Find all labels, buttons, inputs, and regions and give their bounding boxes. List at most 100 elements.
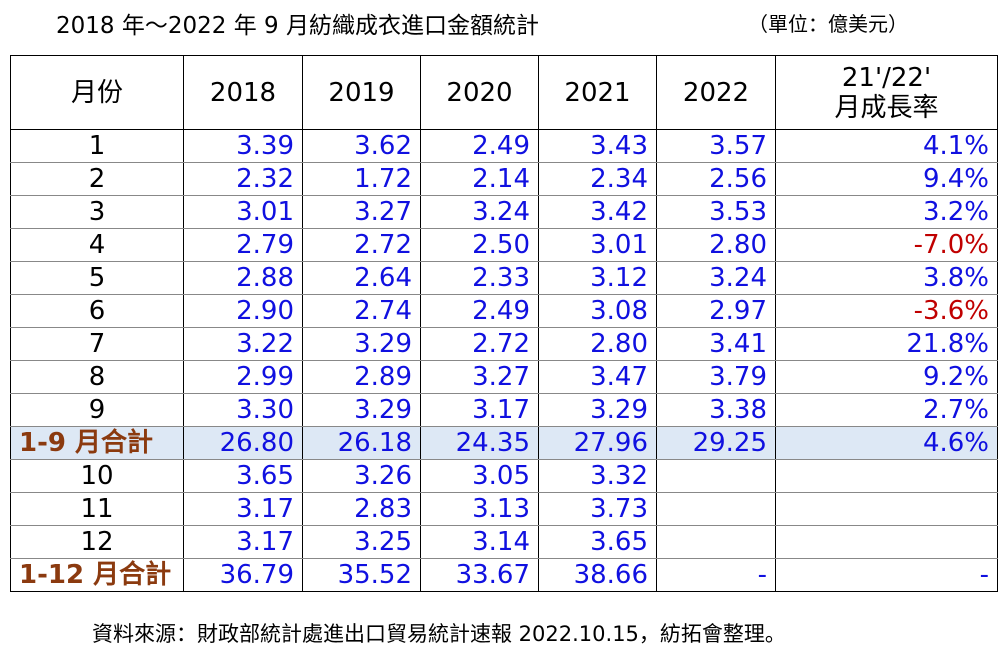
- column-header: 2020: [420, 55, 539, 130]
- header-row: 月份 2018 2019 2020 2021 2022 21'/22' 月成長率: [10, 55, 998, 130]
- month-row: 11 3.17 2.83 3.13 3.73: [10, 492, 998, 526]
- row-label: 3: [10, 195, 184, 229]
- month-row: 8 2.99 2.89 3.27 3.47 3.79 9.2%: [10, 360, 998, 394]
- cell: 3.65: [538, 525, 657, 559]
- table-body: 1 3.39 3.62 2.49 3.43 3.57 4.1% 2 2.32 1.72 2.14 2.…: [10, 129, 998, 592]
- cell: 2.99: [183, 360, 303, 394]
- cell: 9.2%: [775, 360, 998, 394]
- cell: 3.57: [656, 129, 776, 163]
- row-label: 12: [10, 525, 184, 559]
- cell: 3.42: [538, 195, 657, 229]
- cell: 1.72: [302, 162, 421, 196]
- cell: 2.64: [302, 261, 421, 295]
- cell: 33.67: [420, 558, 539, 592]
- cell: 3.47: [538, 360, 657, 394]
- cell: 3.05: [420, 459, 539, 493]
- month-row: 3 3.01 3.27 3.24 3.42 3.53 3.2%: [10, 195, 998, 229]
- cell: 27.96: [538, 426, 657, 460]
- empty-cell: [775, 525, 998, 559]
- cell: 3.13: [420, 492, 539, 526]
- column-header-line: 21'/22': [841, 62, 932, 93]
- cell: 3.26: [302, 459, 421, 493]
- cell: -: [775, 558, 998, 592]
- month-row: 4 2.79 2.72 2.50 3.01 2.80 -7.0%: [10, 228, 998, 262]
- empty-cell: [656, 525, 776, 559]
- cell: 2.74: [302, 294, 421, 328]
- cell: -7.0%: [775, 228, 998, 262]
- row-label: 6: [10, 294, 184, 328]
- cell: 2.88: [183, 261, 303, 295]
- cell: 3.08: [538, 294, 657, 328]
- month-row: 1 3.39 3.62 2.49 3.43 3.57 4.1%: [10, 129, 998, 163]
- total-row: 1-9 月合計 26.80 26.18 24.35 27.96 29.25 4.6%: [10, 426, 998, 460]
- cell: 2.34: [538, 162, 657, 196]
- cell: 2.80: [538, 327, 657, 361]
- cell: 3.29: [302, 327, 421, 361]
- cell: 3.53: [656, 195, 776, 229]
- cell: 2.49: [420, 129, 539, 163]
- row-label: 4: [10, 228, 184, 262]
- empty-cell: [775, 492, 998, 526]
- row-label: 8: [10, 360, 184, 394]
- cell: 3.62: [302, 129, 421, 163]
- cell: 3.29: [538, 393, 657, 427]
- cell: 3.38: [656, 393, 776, 427]
- row-label: 10: [10, 459, 184, 493]
- cell: 9.4%: [775, 162, 998, 196]
- cell: 3.17: [183, 525, 303, 559]
- cell: 2.83: [302, 492, 421, 526]
- month-row: 5 2.88 2.64 2.33 3.12 3.24 3.8%: [10, 261, 998, 295]
- cell: 2.56: [656, 162, 776, 196]
- cell: 2.89: [302, 360, 421, 394]
- unit: （單位：億美元）: [748, 12, 908, 36]
- column-header: 21'/22' 月成長率: [775, 55, 998, 130]
- cell: 3.17: [183, 492, 303, 526]
- cell: 26.18: [302, 426, 421, 460]
- cell: 3.32: [538, 459, 657, 493]
- cell: 3.79: [656, 360, 776, 394]
- cell: -3.6%: [775, 294, 998, 328]
- cell: 21.8%: [775, 327, 998, 361]
- column-header-line: 月成長率: [834, 92, 939, 123]
- month-row: 10 3.65 3.26 3.05 3.32: [10, 459, 998, 493]
- cell: 2.72: [302, 228, 421, 262]
- cell: 3.65: [183, 459, 303, 493]
- cell: 2.90: [183, 294, 303, 328]
- cell: 35.52: [302, 558, 421, 592]
- cell: 2.32: [183, 162, 303, 196]
- cell: 3.29: [302, 393, 421, 427]
- cell: 3.30: [183, 393, 303, 427]
- total-row: 1-12 月合計 36.79 35.52 33.67 38.66- -: [10, 558, 998, 592]
- month-row: 6 2.90 2.74 2.49 3.08 2.97 -3.6%: [10, 294, 998, 328]
- cell: 3.22: [183, 327, 303, 361]
- cell: 2.7%: [775, 393, 998, 427]
- empty-cell: [775, 459, 998, 493]
- cell: 3.41: [656, 327, 776, 361]
- cell: 3.73: [538, 492, 657, 526]
- cell: 2.33: [420, 261, 539, 295]
- data-table: 月份 2018 2019 2020 2021 2022 21'/22' 月成長率 1 3.39 3…: [10, 55, 998, 592]
- cell: 3.24: [656, 261, 776, 295]
- cell: 3.14: [420, 525, 539, 559]
- cell: 26.80: [183, 426, 303, 460]
- row-label: 1-12 月合計: [10, 558, 184, 592]
- cell: 2.14: [420, 162, 539, 196]
- cell: 4.6%: [775, 426, 998, 460]
- cell: 2.72: [420, 327, 539, 361]
- cell: 2.80: [656, 228, 776, 262]
- row-label: 11: [10, 492, 184, 526]
- cell: 3.25: [302, 525, 421, 559]
- title: 2018 年～2022 年 9 月紡織成衣進口金額統計: [56, 13, 539, 39]
- column-header: 月份: [10, 55, 184, 130]
- cell: 3.17: [420, 393, 539, 427]
- empty-cell: [656, 492, 776, 526]
- cell: 3.27: [420, 360, 539, 394]
- cell: 2.50: [420, 228, 539, 262]
- cell: 3.43: [538, 129, 657, 163]
- month-row: 12 3.17 3.25 3.14 3.65: [10, 525, 998, 559]
- footer-note: 資料來源：財政部統計處進出口貿易統計速報 2022.10.15，紡拓會整理。: [92, 622, 786, 646]
- empty-cell: [656, 459, 776, 493]
- row-label: 5: [10, 261, 184, 295]
- cell: 24.35: [420, 426, 539, 460]
